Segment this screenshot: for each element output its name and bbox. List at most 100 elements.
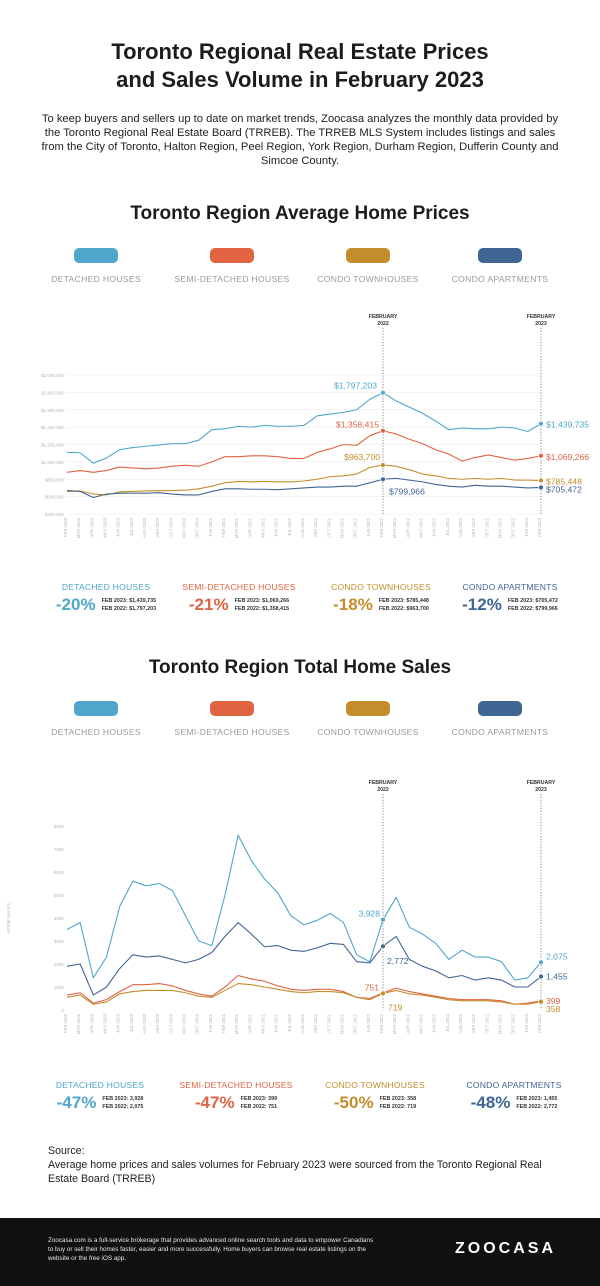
sales-summary-category: CONDO TOWNHOUSES bbox=[325, 1080, 425, 1090]
price-summary-category: CONDO TOWNHOUSES bbox=[331, 582, 431, 592]
page-title: Toronto Regional Real Estate Prices and … bbox=[0, 38, 600, 94]
series-line-detached bbox=[66, 834, 542, 981]
price-summary-category: SEMI-DETACHED HOUSES bbox=[182, 582, 296, 592]
feb-2022-marker-year: 2022 bbox=[377, 787, 389, 793]
x-tick-label: SEP 2020 bbox=[155, 1013, 160, 1033]
feb-2022-marker-label: FEBRUARY bbox=[369, 780, 398, 786]
legend-label-detached: DETACHED HOUSES bbox=[51, 274, 141, 284]
sales-summary-condo-apt: CONDO APARTMENTS -48% FEB 2023: 1,455 FEB… bbox=[444, 1080, 584, 1113]
legend-detached: DETACHED HOUSES bbox=[21, 701, 171, 737]
legend-condo-apt: CONDO APARTMENTS bbox=[425, 701, 575, 737]
x-tick-label: OCT 2021 bbox=[326, 517, 331, 537]
x-tick-label: MAR 2022 bbox=[392, 1013, 397, 1034]
prices-summary: DETACHED HOUSES -20% FEB 2023: $1,439,73… bbox=[0, 582, 600, 642]
x-tick-label: MAR 2021 bbox=[234, 517, 239, 538]
x-tick-label: JUN 2022 bbox=[432, 517, 437, 537]
x-tick-label: OCT 2022 bbox=[484, 1013, 489, 1033]
feb-2022-marker-label: FEBRUARY bbox=[369, 314, 398, 320]
data-label-condo_apt-2023: 1,455 bbox=[546, 972, 568, 982]
x-tick-label: NOV 2021 bbox=[340, 1013, 345, 1034]
sales-summary-feb2022: FEB 2022: 719 bbox=[379, 1104, 417, 1110]
prices-line-chart: $400,000 $600,000 $800,000 $1,000,000 $1,200… bbox=[41, 314, 589, 538]
feb-2023-marker-year: 2023 bbox=[535, 321, 547, 327]
x-tick-label: MAY 2020 bbox=[103, 1013, 108, 1033]
x-tick-label: NOV 2020 bbox=[182, 517, 187, 538]
sales-summary-category: CONDO APARTMENTS bbox=[466, 1080, 562, 1090]
x-tick-label: JUN 2020 bbox=[116, 1013, 121, 1033]
y-tick-label: 3000 bbox=[54, 939, 65, 944]
sales-section-title: Toronto Region Total Home Sales bbox=[148, 657, 452, 678]
sales-summary-pct: -47% bbox=[194, 1093, 235, 1112]
price-summary-pct: -12% bbox=[462, 595, 502, 614]
data-point-detached-2023 bbox=[538, 959, 544, 966]
x-tick-label: AUG 2022 bbox=[458, 517, 463, 538]
data-label-condo_town-2023: 358 bbox=[546, 1004, 561, 1014]
sales-summary-category: SEMI-DETACHED HOUSES bbox=[179, 1080, 293, 1090]
price-summary-pct: -20% bbox=[55, 595, 96, 614]
x-tick-label: FEB 2023 bbox=[537, 517, 542, 537]
x-tick-label: APR 2021 bbox=[247, 517, 252, 537]
y-tick-label: $1,200,000 bbox=[41, 443, 64, 448]
x-tick-label: JAN 2021 bbox=[208, 517, 213, 536]
price-summary-feb2023: FEB 2023: $1,439,735 bbox=[101, 598, 157, 604]
series-line-condo_apt bbox=[66, 477, 542, 499]
legend-semi: SEMI-DETACHED HOUSES bbox=[157, 248, 307, 284]
price-summary-feb2022: FEB 2022: $1,797,203 bbox=[101, 606, 157, 612]
legend-swatch-semi bbox=[210, 701, 254, 716]
legend-swatch-condo-town bbox=[346, 248, 390, 263]
x-tick-label: APR 2020 bbox=[89, 1013, 94, 1033]
x-tick-label: MAY 2021 bbox=[261, 517, 266, 537]
feb-2023-marker-label: FEBRUARY bbox=[527, 780, 556, 786]
sales-legend: DETACHED HOUSES SEMI-DETACHED HOUSES CON… bbox=[0, 701, 600, 741]
feb-2023-marker-label: FEBRUARY bbox=[527, 314, 556, 320]
x-tick-label: JUN 2021 bbox=[274, 517, 279, 537]
y-tick-label: $800,000 bbox=[45, 477, 65, 482]
sales-summary-condo-town: CONDO TOWNHOUSES -50% FEB 2023: 358 FEB 2… bbox=[305, 1080, 445, 1113]
x-tick-label: SEP 2020 bbox=[155, 517, 160, 537]
data-label-semi-2023: 399 bbox=[546, 996, 561, 1006]
x-tick-label: DEC 2021 bbox=[353, 517, 358, 537]
zoocasa-logo[interactable]: ZOOCASA bbox=[455, 1240, 556, 1257]
x-tick-label: JUL 2021 bbox=[287, 517, 292, 536]
data-point-condo_apt-2022 bbox=[380, 476, 386, 483]
sales-summary: DETACHED HOUSES -47% FEB 2023: 3,928 FEB … bbox=[0, 1080, 600, 1140]
data-label-detached-2022: $1,797,203 bbox=[334, 381, 377, 391]
price-summary-category: DETACHED HOUSES bbox=[61, 582, 151, 592]
series-line-condo_town bbox=[66, 983, 542, 1005]
x-tick-label: DEC 2022 bbox=[511, 1013, 516, 1033]
source-note: Source: Average home prices and sales vo… bbox=[48, 1144, 568, 1186]
y-tick-label: $400,000 bbox=[45, 512, 65, 517]
sales-summary-semi: SEMI-DETACHED HOUSES -47% FEB 2023: 399 F… bbox=[166, 1080, 306, 1113]
data-label-detached-2023: 2,075 bbox=[546, 951, 568, 961]
y-tick-label: 4000 bbox=[54, 916, 65, 921]
y-tick-label: $2,000,000 bbox=[41, 373, 64, 378]
x-tick-label: MAY 2022 bbox=[419, 1013, 424, 1033]
price-summary-detached: DETACHED HOUSES -20% FEB 2023: $1,439,73… bbox=[36, 582, 176, 615]
prices-legend: DETACHED HOUSES SEMI-DETACHED HOUSES CON… bbox=[0, 248, 600, 288]
intro-paragraph: To keep buyers and sellers up to date on… bbox=[41, 113, 559, 167]
x-tick-label: MAY 2022 bbox=[419, 517, 424, 537]
legend-label-semi: SEMI-DETACHED HOUSES bbox=[174, 727, 290, 737]
sales-summary-feb2023: FEB 2023: 358 bbox=[379, 1096, 417, 1102]
sales-summary-detached: DETACHED HOUSES -47% FEB 2023: 3,928 FEB … bbox=[30, 1080, 170, 1113]
legend-condo-apt: CONDO APARTMENTS bbox=[425, 248, 575, 284]
sales-line-chart: 0 1000 2000 3000 4000 5000 6000 7000 8000 HOME SA… bbox=[6, 780, 568, 1034]
series-line-detached bbox=[66, 392, 542, 464]
feb-2022-marker-year: 2022 bbox=[377, 321, 389, 327]
x-tick-label: JAN 2023 bbox=[524, 517, 529, 536]
y-tick-label: $600,000 bbox=[45, 495, 65, 500]
x-tick-label: MAY 2021 bbox=[261, 1013, 266, 1033]
data-label-condo_town-2022: $963,700 bbox=[344, 452, 380, 462]
data-point-semi-2023 bbox=[538, 453, 544, 459]
legend-swatch-semi bbox=[210, 248, 254, 263]
sales-summary-pct: -47% bbox=[56, 1093, 97, 1112]
y-tick-label: 6000 bbox=[54, 870, 65, 875]
data-label-condo_town-2023: $785,448 bbox=[546, 477, 582, 487]
legend-label-detached: DETACHED HOUSES bbox=[51, 727, 141, 737]
data-label-detached-2023: $1,439,735 bbox=[546, 420, 589, 430]
x-tick-label: JAN 2022 bbox=[366, 1013, 371, 1032]
data-label-condo_apt-2022: $799,966 bbox=[389, 486, 425, 496]
x-tick-label: OCT 2022 bbox=[484, 517, 489, 537]
x-tick-label: AUG 2020 bbox=[142, 517, 147, 538]
price-summary-feb2022: FEB 2022: $1,358,415 bbox=[234, 606, 290, 612]
